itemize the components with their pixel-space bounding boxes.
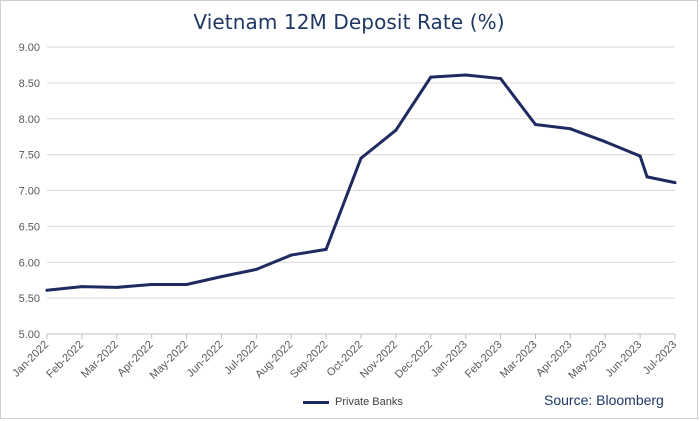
y-tick-label: 6.50 [19,221,40,233]
series-layer [45,73,677,292]
x-tick-label: Jul-2023 [641,339,679,377]
data-point [645,175,649,179]
x-tick-label: Sep-2022 [288,339,330,381]
x-tick-label: Feb-2022 [44,339,86,381]
x-axis-tick-labels: Jan-2022Feb-2022Mar-2022Apr-2022May-2022… [10,339,679,382]
data-point [150,282,154,286]
data-point [499,77,503,81]
legend-swatch-private-banks [303,400,329,404]
y-tick-label: 6.00 [19,257,40,269]
data-point [429,75,433,79]
data-point [359,156,363,160]
y-tick-label: 5.50 [19,293,40,305]
data-point [289,253,293,257]
source-note: Source: Bloomberg [544,392,664,408]
y-tick-label: 8.50 [19,78,40,90]
x-tick-label: May-2023 [566,339,609,382]
x-axis [46,333,676,339]
chart-title: Vietnam 12M Deposit Rate (%) [193,10,505,34]
x-tick-label: Jun-2022 [185,339,226,380]
y-tick-label: 7.50 [19,150,40,162]
data-point [394,128,398,132]
y-tick-label: 7.00 [19,186,40,198]
data-point [603,140,607,144]
gridlines [47,46,675,299]
data-point [254,267,258,271]
data-point [45,288,49,292]
data-point [219,275,223,279]
data-point [464,73,468,77]
y-tick-label: 8.00 [19,114,40,126]
x-tick-label: Jun-2023 [603,339,644,380]
data-point [185,282,189,286]
data-point [533,122,537,126]
y-tick-label: 9.00 [19,42,40,54]
x-tick-label: Feb-2023 [463,339,505,381]
x-tick-label: Mar-2022 [79,339,121,381]
x-tick-label: Dec-2022 [393,339,435,381]
data-point [80,285,84,289]
y-axis-tick-labels: 5.00 5.50 6.00 6.50 7.00 7.50 8.00 8.50 9.00 [19,42,40,341]
legend-label-private-banks: Private Banks [335,396,403,408]
data-point [324,247,328,251]
x-tick-label: May-2022 [148,339,191,382]
data-point [115,285,119,289]
data-point [673,181,677,185]
chart-legend: Private Banks [303,396,403,408]
data-point [638,154,642,158]
series-line-private-banks [45,73,677,292]
x-tick-label: Mar-2023 [498,339,540,381]
data-point [568,127,572,131]
y-tick-label: 5.00 [19,329,40,341]
